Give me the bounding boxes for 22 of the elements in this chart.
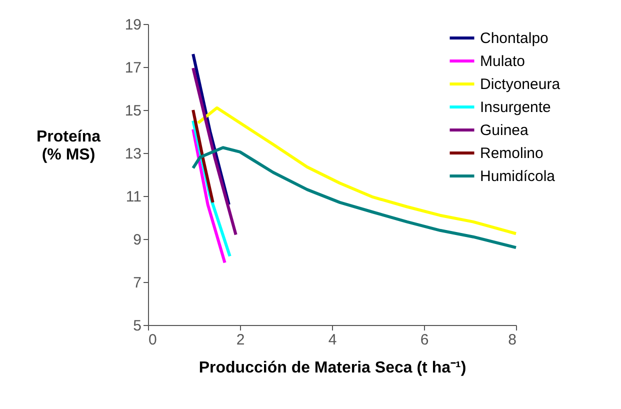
y-tick-label: 13 <box>124 146 142 162</box>
y-tick-label: 11 <box>126 188 142 206</box>
legend-label: Remolino <box>480 145 544 162</box>
x-axis-title: Producción de Materia Seca (t ha⁻¹) <box>198 360 466 376</box>
legend-label: Guinea <box>480 122 530 139</box>
legend-label: Mulato <box>480 53 526 70</box>
legend-label: Insurgente <box>480 99 551 116</box>
legend-label: Humidícola <box>480 168 556 185</box>
y-tick-label: 5 <box>133 318 142 334</box>
legend-label: Chontalpo <box>480 30 548 47</box>
x-tick-label: 6 <box>420 332 429 348</box>
y-tick-label: 7 <box>133 274 142 292</box>
y-axis-title: Proteína (% MS) <box>36 128 101 164</box>
y-tick-label: 19 <box>124 16 142 34</box>
x-tick-label: 4 <box>328 332 337 348</box>
y-tick-label: 9 <box>133 232 142 248</box>
y-tick-label: 17 <box>124 60 142 76</box>
x-tick-label: 8 <box>508 332 516 348</box>
legend-label: Dictyoneura <box>480 76 561 93</box>
x-tick-label: 0 <box>148 332 157 348</box>
x-tick-label: 2 <box>236 332 245 348</box>
y-tick-label: 15 <box>124 102 142 120</box>
